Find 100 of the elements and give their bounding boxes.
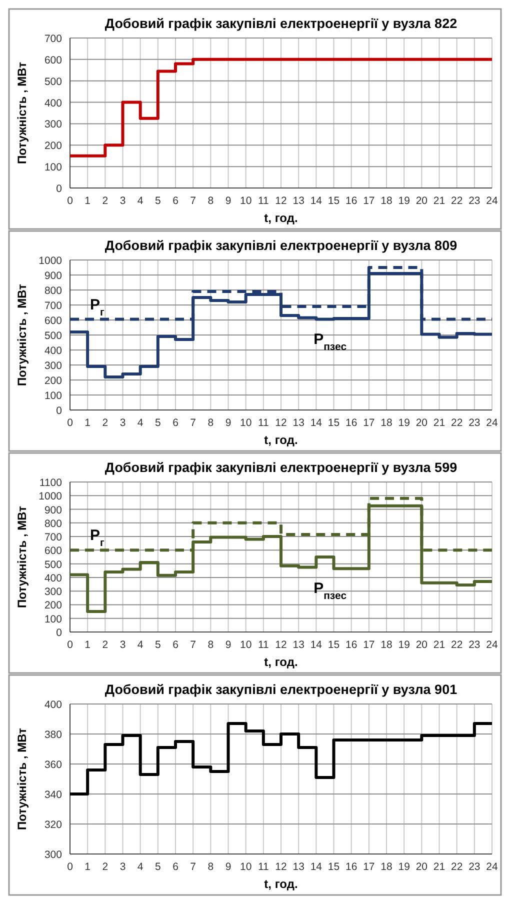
x-tick-label: 22 — [450, 195, 463, 207]
x-tick-label: 19 — [398, 639, 410, 651]
x-tick-label: 11 — [258, 639, 270, 651]
x-tick-label: 16 — [345, 639, 358, 651]
x-tick-label: 22 — [450, 861, 463, 873]
x-tick-label: 20 — [416, 195, 428, 207]
x-tick-label: 8 — [208, 417, 214, 429]
x-tick-label: 13 — [292, 639, 305, 651]
x-axis-title: t, год. — [264, 877, 298, 891]
x-tick-label: 11 — [258, 417, 270, 429]
y-tick-label: 100 — [44, 613, 62, 626]
x-tick-label: 9 — [225, 861, 232, 873]
x-tick-label: 17 — [363, 417, 375, 429]
x-tick-label: 21 — [433, 639, 446, 651]
x-tick-label: 0 — [67, 639, 74, 651]
y-tick-label: 100 — [44, 390, 62, 402]
x-tick-label: 1 — [84, 861, 91, 873]
x-tick-label: 6 — [172, 417, 179, 429]
x-tick-label: 0 — [67, 417, 74, 429]
x-tick-label: 23 — [468, 195, 480, 207]
x-tick-label: 16 — [345, 417, 358, 429]
y-tick-label: 0 — [56, 627, 62, 639]
x-tick-label: 3 — [120, 861, 126, 873]
y-tick-label: 0 — [56, 183, 62, 195]
y-tick-label: 1000 — [38, 490, 62, 503]
x-tick-label: 24 — [486, 417, 498, 429]
y-axis-title: Потужність , МВт — [15, 728, 29, 830]
x-tick-label: 7 — [190, 639, 196, 651]
y-tick-label: 900 — [44, 270, 62, 282]
x-tick-label: 18 — [380, 195, 392, 207]
x-tick-label: 11 — [258, 861, 270, 873]
x-tick-label: 2 — [102, 195, 108, 207]
y-axis-title: Потужність , МВт — [15, 284, 29, 386]
y-tick-label: 500 — [44, 330, 62, 342]
y-tick-label: 900 — [44, 504, 62, 516]
x-axis-title: t, год. — [264, 211, 298, 225]
chart-title: Добовий графік закупівлі електроенергії у вузла 901 — [104, 682, 458, 697]
x-tick-label: 10 — [240, 861, 252, 873]
series-label: P$_{г}$ — [90, 296, 106, 318]
x-tick-label: 14 — [310, 195, 322, 207]
x-tick-label: 17 — [363, 861, 375, 873]
x-axis-title: t, год. — [264, 655, 298, 669]
x-tick-label: 5 — [154, 195, 161, 207]
x-tick-label: 6 — [172, 195, 179, 207]
y-tick-label: 400 — [44, 699, 62, 711]
x-tick-label: 14 — [310, 417, 322, 429]
x-tick-label: 4 — [137, 195, 144, 207]
x-tick-label: 7 — [190, 417, 196, 429]
x-tick-label: 8 — [208, 861, 214, 873]
x-tick-label: 24 — [486, 639, 498, 651]
y-tick-label: 100 — [44, 162, 62, 174]
y-tick-label: 600 — [44, 545, 62, 558]
y-tick-label: 600 — [44, 315, 62, 327]
y-tick-label: 300 — [44, 849, 62, 861]
x-tick-label: 20 — [416, 861, 428, 873]
x-tick-label: 11 — [258, 195, 270, 207]
x-tick-label: 9 — [225, 417, 232, 429]
x-tick-label: 20 — [416, 417, 428, 429]
x-tick-label: 18 — [380, 639, 392, 651]
x-tick-label: 4 — [137, 639, 144, 651]
x-tick-label: 1 — [84, 417, 91, 429]
y-tick-label: 400 — [44, 345, 62, 357]
y-tick-label: 800 — [44, 285, 62, 297]
x-tick-label: 12 — [275, 639, 287, 651]
x-tick-label: 10 — [240, 417, 252, 429]
x-tick-label: 4 — [137, 861, 144, 873]
y-tick-label: 400 — [44, 97, 62, 110]
y-tick-label: 600 — [44, 54, 62, 66]
x-tick-label: 13 — [292, 861, 305, 873]
y-tick-label: 200 — [44, 600, 62, 612]
x-tick-label: 4 — [137, 417, 144, 429]
x-tick-label: 12 — [275, 195, 287, 207]
x-tick-label: 15 — [328, 195, 340, 207]
y-tick-label: 500 — [44, 558, 62, 571]
x-tick-label: 20 — [416, 639, 428, 651]
y-tick-label: 340 — [44, 789, 62, 801]
x-tick-label: 3 — [120, 195, 126, 207]
x-tick-label: 0 — [67, 861, 74, 873]
x-tick-label: 19 — [398, 417, 410, 429]
x-tick-label: 24 — [486, 195, 498, 207]
x-tick-label: 21 — [433, 417, 446, 429]
x-tick-label: 3 — [120, 417, 126, 429]
y-tick-label: 1100 — [39, 477, 62, 489]
y-tick-label: 300 — [44, 586, 62, 598]
x-tick-label: 12 — [275, 861, 287, 873]
x-tick-label: 10 — [240, 639, 252, 651]
y-tick-label: 700 — [44, 33, 62, 45]
x-tick-label: 9 — [225, 639, 232, 651]
x-tick-label: 22 — [450, 639, 463, 651]
x-tick-label: 1 — [84, 195, 91, 207]
y-tick-label: 360 — [44, 759, 62, 771]
x-tick-label: 23 — [468, 417, 480, 429]
x-tick-label: 5 — [154, 417, 161, 429]
x-tick-label: 15 — [328, 639, 340, 651]
x-tick-label: 17 — [363, 195, 375, 207]
x-tick-label: 14 — [310, 639, 322, 651]
y-tick-label: 300 — [44, 118, 62, 131]
y-tick-label: 0 — [56, 405, 62, 417]
chart-title: Добовий графік закупівлі електроенергії у вузла 599 — [104, 460, 458, 475]
x-tick-label: 18 — [380, 417, 392, 429]
